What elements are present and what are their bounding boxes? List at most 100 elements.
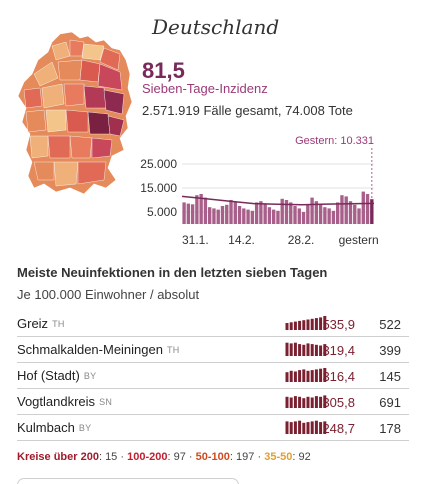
- chart-bar: [348, 201, 353, 224]
- chart-bar: [301, 212, 306, 224]
- district-absolute: 178: [379, 421, 401, 436]
- district-name: Schmalkalden-Meiningen: [17, 342, 163, 357]
- district-sparkline: [285, 368, 327, 382]
- district-sparkline: [285, 342, 327, 356]
- sparkline-bar: [298, 420, 302, 434]
- incidence-label: Sieben-Tage-Inzidenz: [142, 81, 268, 96]
- chart-bars: [182, 191, 374, 224]
- chart-bar: [208, 207, 212, 224]
- sparkline-bar: [319, 317, 323, 330]
- district-tiles: [23, 39, 125, 187]
- sparkline-bar: [323, 344, 327, 356]
- district-incidence: 535,9: [322, 317, 355, 332]
- state-code: TH: [52, 318, 65, 329]
- sparkline-bar: [323, 395, 327, 408]
- sparkline-bar: [319, 422, 323, 434]
- state-code: TH: [166, 344, 180, 355]
- state-code: SN: [99, 396, 113, 407]
- chart-bar: [263, 203, 267, 224]
- legend-value-50-100: 197: [236, 451, 255, 463]
- chart-bar: [267, 207, 272, 224]
- chart-bar: [353, 204, 357, 224]
- sparkline-bar: [285, 323, 289, 330]
- legend-label-100-200: 100-200: [127, 451, 168, 463]
- chart-bar: [220, 206, 225, 224]
- sparkline-bar: [289, 370, 293, 382]
- chart-bar: [254, 202, 259, 224]
- chart-bar: [237, 206, 242, 224]
- sparkline-bar: [310, 421, 314, 434]
- germany-map[interactable]: [8, 30, 140, 200]
- sparkline-bar: [302, 398, 306, 408]
- sparkline-bar: [323, 421, 327, 434]
- chart-trend-line: [181, 195, 375, 206]
- chart-bar: [344, 196, 348, 224]
- district-incidence: 319,4: [322, 343, 355, 358]
- sparkline-bar: [314, 318, 318, 330]
- chart-bar: [306, 204, 310, 224]
- more-districts-button[interactable]: [17, 478, 239, 484]
- sparkline-bar: [298, 370, 302, 382]
- chart-callout: Gestern: 10.331: [295, 135, 374, 147]
- sparkline-bar: [314, 369, 318, 382]
- sparkline-bar: [302, 422, 306, 434]
- chart-x-axis: 31.1. 14.2. 28.2. gestern: [182, 233, 379, 247]
- chart-bar: [357, 208, 361, 224]
- district-row[interactable]: Hof (Stadt) BY 316,4 145: [17, 363, 409, 389]
- district-row[interactable]: Schmalkalden-Meiningen TH 319,4 399: [17, 337, 409, 363]
- sparkline-bar: [289, 322, 293, 330]
- chart-bar: [280, 198, 284, 224]
- district-absolute: 691: [379, 395, 401, 410]
- chart-bar: [310, 197, 314, 224]
- district-name: Kulmbach: [17, 420, 75, 435]
- x-tick-label: gestern: [339, 233, 379, 247]
- sparkline-bar: [319, 345, 323, 356]
- sparkline-bar: [306, 343, 310, 356]
- y-tick-label: 25.000: [140, 157, 177, 171]
- district-row[interactable]: Kulmbach BY 248,7 178: [17, 415, 409, 441]
- chart-bar: [327, 208, 331, 224]
- chart-bar: [284, 200, 289, 224]
- sparkline-bar: [293, 371, 297, 382]
- district-row[interactable]: Greiz TH 535,9 522: [17, 311, 409, 337]
- district-name: Hof (Stadt): [17, 368, 80, 383]
- chart-bar: [314, 201, 319, 224]
- district-incidence: 248,7: [322, 421, 355, 436]
- state-code: BY: [83, 370, 97, 381]
- case-totals: 2.571.919 Fälle gesamt, 74.008 Tote: [142, 103, 353, 118]
- sparkline-bar: [314, 420, 318, 434]
- sparkline-bar: [285, 421, 289, 434]
- sparkline-bar: [306, 396, 310, 408]
- sparkline-bar: [285, 396, 289, 408]
- daily-cases-chart[interactable]: Gestern: 10.331 31.1. 14.2. 28.2. gestern 2…: [128, 128, 396, 252]
- legend: Kreise über 200: 15 · 100-200: 97 · 50-1…: [17, 451, 311, 463]
- sparkline-bar: [289, 422, 293, 434]
- chart-bar: [259, 201, 263, 224]
- sparkline-bar: [306, 422, 310, 434]
- district-sparkline: [285, 316, 327, 330]
- chart-bar: [331, 210, 336, 224]
- y-tick-label: 15.000: [140, 181, 177, 195]
- section-subtitle: Je 100.000 Einwohner / absolut: [17, 287, 200, 302]
- chart-bar: [216, 209, 220, 224]
- x-tick-label: 31.1.: [182, 233, 209, 247]
- chart-bar: [272, 209, 276, 224]
- sparkline-bar: [298, 344, 302, 356]
- sparkline-bar: [310, 370, 314, 382]
- sparkline-bar: [289, 397, 293, 408]
- sparkline-bar: [306, 319, 310, 330]
- sparkline-bar: [323, 368, 327, 382]
- sparkline-bar: [319, 368, 323, 382]
- sparkline-bar: [302, 344, 306, 356]
- chart-bar: [225, 204, 229, 224]
- sparkline-bar: [306, 370, 310, 382]
- chart-bar: [190, 204, 195, 224]
- x-tick-label: 14.2.: [228, 233, 255, 247]
- chart-bar: [336, 202, 340, 224]
- district-row[interactable]: Vogtlandkreis SN 305,8 691: [17, 389, 409, 415]
- sparkline-bar: [285, 372, 289, 382]
- sparkline-bar: [310, 344, 314, 356]
- section-title: Meiste Neuinfektionen in den letzten sie…: [17, 265, 328, 280]
- legend-label-35-50: 35-50: [264, 451, 293, 463]
- district-incidence: 316,4: [322, 369, 355, 384]
